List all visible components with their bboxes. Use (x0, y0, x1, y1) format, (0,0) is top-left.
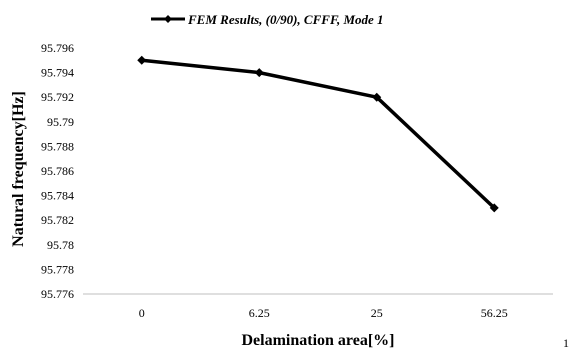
series-line (141, 58, 496, 210)
y-tick-label: 95.794 (41, 66, 74, 80)
y-tick-label: 95.786 (41, 164, 74, 178)
y-tick-label: 95.79 (47, 115, 74, 129)
data-point-marker (372, 92, 382, 102)
y-tick-label: 95.784 (41, 189, 74, 203)
y-tick-label: 95.78 (47, 238, 74, 252)
y-tick-label: 95.776 (41, 287, 74, 301)
x-tick-label: 0 (139, 306, 145, 320)
legend: FEM Results, (0/90), CFFF, Mode 1 (151, 12, 384, 27)
x-axis-ticks: 0 6.25 25 56.25 (139, 306, 508, 320)
data-point-marker (254, 68, 264, 78)
corner-mark: 1 (563, 336, 569, 350)
y-tick-label: 95.778 (41, 262, 74, 276)
y-tick-label: 95.782 (41, 213, 74, 227)
series-layer (137, 55, 499, 213)
y-tick-label: 95.796 (41, 41, 74, 55)
x-tick-label: 25 (371, 306, 383, 320)
data-point-marker (137, 55, 147, 65)
y-tick-label: 95.788 (41, 139, 74, 153)
y-axis-title: Natural frequency[Hz] (10, 91, 27, 247)
x-tick-label: 56.25 (481, 306, 508, 320)
data-point-marker (489, 203, 499, 213)
x-axis-title: Delamination area[%] (241, 332, 394, 349)
legend-label: FEM Results, (0/90), CFFF, Mode 1 (187, 12, 384, 27)
y-tick-label: 95.792 (41, 90, 74, 104)
y-axis-ticks: 95.776 95.778 95.78 95.782 95.784 95.786 95.78… (41, 41, 74, 301)
x-tick-label: 6.25 (249, 306, 270, 320)
legend-marker (164, 15, 172, 23)
